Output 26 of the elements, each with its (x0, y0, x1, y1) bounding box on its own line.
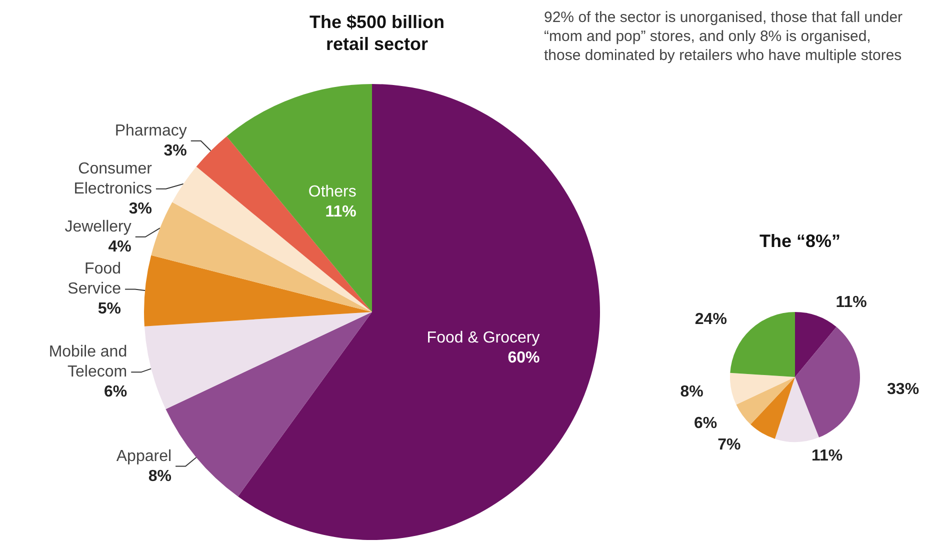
chart-title: The “8%” (759, 231, 841, 251)
slice-label: Others (308, 183, 356, 200)
slice-label: Mobile and Telecom (48, 344, 128, 381)
slice-label: Pharmacy (114, 122, 187, 140)
data-label: 24% (694, 310, 727, 328)
data-label: 6% (104, 384, 128, 401)
data-label: 60% (508, 350, 540, 367)
text: 92% of the sector is unorganised, those that fall under “mom and pop” stores, and only 8% is organised, those dominated by retailers who have multiple stores (544, 9, 907, 64)
data-label: 3% (128, 200, 152, 218)
slice-label: Food Service (68, 260, 122, 298)
slice-label: Consumer Electronics (74, 160, 153, 198)
data-label: 33% (887, 380, 920, 398)
data-label: 11% (811, 447, 843, 464)
data-label: 11% (836, 294, 867, 312)
data-label: 8% (148, 468, 172, 485)
data-label: 7% (718, 436, 741, 454)
slice-label: Jewellery (64, 218, 132, 236)
data-label: 8% (680, 383, 704, 400)
data-label: 5% (98, 300, 122, 318)
data-label: 11% (325, 203, 356, 220)
slice-label: Apparel (116, 448, 172, 465)
chart-title: The $500 billion retail sector (309, 12, 445, 54)
slice-label: Food & Grocery (426, 330, 540, 347)
data-label: 4% (108, 238, 132, 256)
data-label: 6% (694, 414, 718, 432)
data-label: 3% (164, 142, 187, 160)
